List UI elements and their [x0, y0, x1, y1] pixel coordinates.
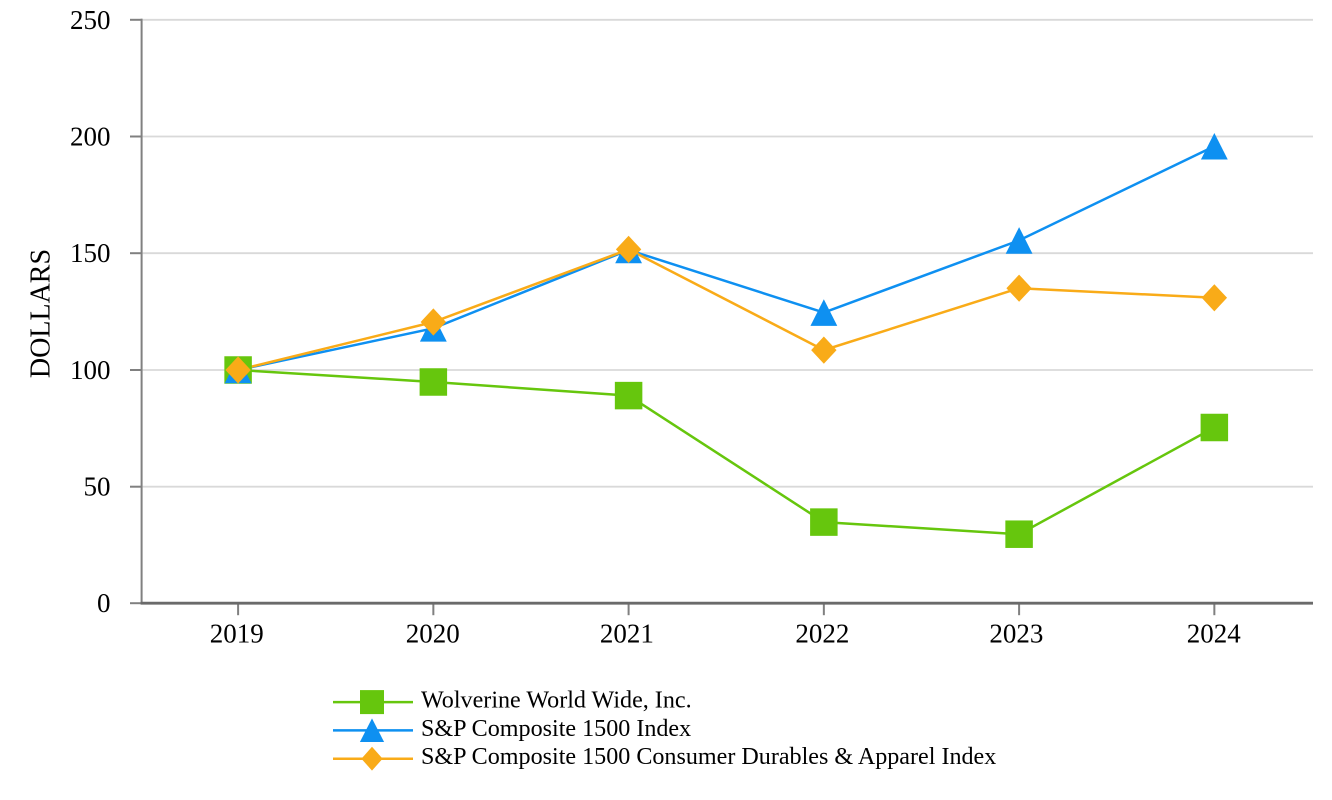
svg-text:50: 50 [84, 472, 111, 502]
svg-text:2022: 2022 [795, 618, 849, 648]
svg-text:Wolverine World Wide, Inc.: Wolverine World Wide, Inc. [421, 688, 692, 714]
svg-text:S&P Composite 1500 Index: S&P Composite 1500 Index [421, 716, 691, 742]
svg-text:100: 100 [70, 355, 111, 385]
svg-text:150: 150 [70, 238, 111, 268]
svg-text:2019: 2019 [210, 618, 264, 648]
svg-text:250: 250 [70, 5, 111, 35]
svg-text:2023: 2023 [989, 618, 1043, 648]
svg-text:S&P Composite 1500 Consumer Du: S&P Composite 1500 Consumer Durables & A… [421, 744, 996, 770]
svg-text:0: 0 [97, 588, 111, 618]
svg-text:2024: 2024 [1187, 618, 1242, 648]
svg-text:2020: 2020 [406, 618, 460, 648]
svg-text:DOLLARS: DOLLARS [26, 249, 57, 378]
svg-text:2021: 2021 [600, 618, 654, 648]
svg-text:200: 200 [70, 122, 111, 152]
